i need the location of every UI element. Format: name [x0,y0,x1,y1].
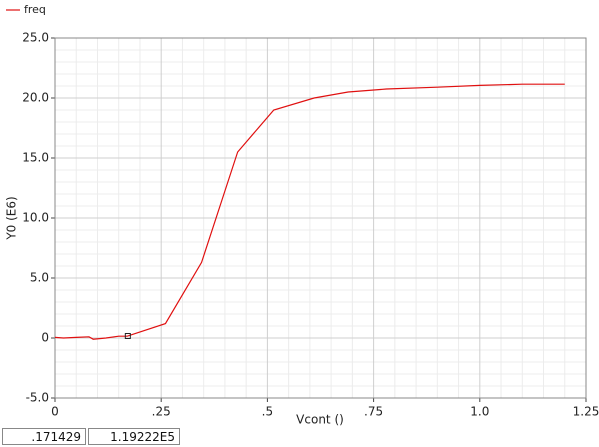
x-tick-label: .5 [262,405,273,419]
y-axis-label: Y0 (E6) [5,196,19,240]
y-tick-label: -5.0 [26,391,49,405]
cursor-marker [124,332,131,339]
y-tick-label: 25.0 [22,31,49,45]
x-tick-label: .25 [152,405,171,419]
series-line [54,83,565,340]
legend-label: freq [24,3,46,16]
y-tick-label: 0 [41,331,49,345]
y-tick-label: 15.0 [22,151,49,165]
x-tick-label: 1.25 [573,405,599,419]
cursor-x-field[interactable]: .171429 [2,428,86,445]
y-tick-label: 10.0 [22,211,49,225]
y-tick-label: 20.0 [22,91,49,105]
y-tick-label: 5.0 [30,271,49,285]
x-tick-label: .75 [364,405,383,419]
x-tick-label: 1.0 [470,405,489,419]
plot-frame [54,37,587,399]
chart: Y0 (E6) Vcont () -5.005.010.015.020.025.… [5,3,599,427]
cursor-y-field[interactable]: 1.19222E5 [88,428,180,445]
x-tick-label: 0 [51,405,59,419]
x-axis-label: Vcont () [296,413,344,427]
